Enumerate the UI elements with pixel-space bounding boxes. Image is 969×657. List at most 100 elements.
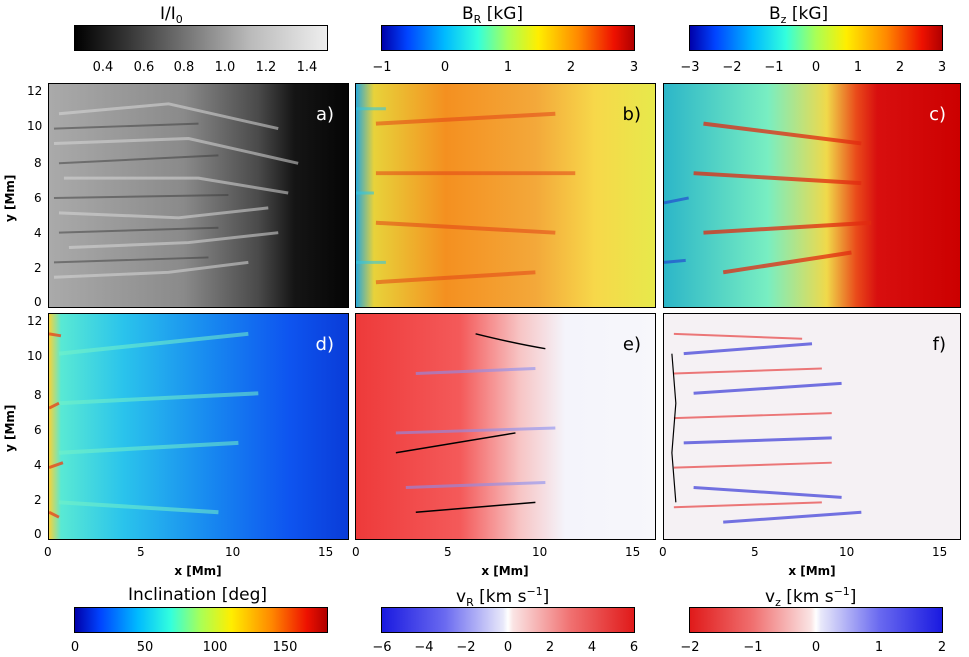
tick-label: 0.6 — [133, 60, 155, 75]
panel-f-vz: f) — [663, 313, 961, 540]
panel-b-br: b) — [355, 83, 656, 308]
panel-e-vr: e) — [355, 313, 656, 540]
panel-b-image — [356, 84, 655, 307]
panel-label: e) — [622, 334, 641, 355]
y-tick-label: 4 — [34, 226, 42, 240]
tick-label: 0 — [811, 640, 821, 655]
panel-e-image — [356, 314, 655, 539]
tick-label: −2 — [722, 60, 742, 75]
x-tick-label: 5 — [444, 545, 452, 559]
colorbar-title-text: v — [765, 587, 776, 607]
colorbar-title-sub: R — [473, 13, 482, 26]
tick-label: 1 — [874, 640, 884, 655]
tick-label: 1 — [853, 60, 863, 75]
x-tick-label: 5 — [751, 545, 759, 559]
colorbar-title-sup: −1 — [833, 585, 850, 598]
tick-label: 150 — [272, 640, 298, 655]
colorbar-title-text: B — [769, 4, 781, 24]
tick-label: −2 — [456, 640, 476, 655]
tick-label: 1.4 — [296, 60, 318, 75]
x-tick-label: 5 — [137, 545, 145, 559]
tick-label: 2 — [895, 60, 905, 75]
x-tick-label: 15 — [318, 545, 334, 559]
panel-d-image — [49, 314, 348, 539]
tick-label: 4 — [587, 640, 597, 655]
colorbar-title: I/I0 — [160, 4, 183, 26]
colorbar-title-unit: [deg] — [221, 585, 268, 605]
colorbar-title: BR [kG] — [462, 4, 523, 26]
tick-label: −1 — [743, 640, 763, 655]
colorbar-title-sup: −1 — [526, 585, 543, 598]
colorbar-title: Inclination [deg] — [128, 585, 267, 605]
tick-label: 3 — [937, 60, 947, 75]
y-tick-label: 10 — [27, 119, 43, 133]
tick-label: 0 — [440, 60, 450, 75]
tick-label: 0.4 — [92, 60, 114, 75]
colorbar-gradient — [74, 25, 328, 51]
tick-label: −1 — [764, 60, 784, 75]
y-axis-title: y [Mm] — [3, 404, 17, 452]
y-tick-label: 8 — [34, 388, 42, 402]
colorbar-gradient — [689, 25, 943, 51]
x-tick-label: 15 — [932, 545, 948, 559]
x-tick-label: 0 — [352, 545, 360, 559]
colorbar-title: Bz [kG] — [769, 4, 828, 26]
tick-label: 0.8 — [173, 60, 195, 75]
y-tick-label: 8 — [34, 156, 42, 170]
colorbar-title-text: v — [456, 587, 467, 607]
y-tick-label: 6 — [34, 423, 42, 437]
x-axis-title: x [Mm] — [174, 564, 222, 578]
x-tick-label: 0 — [659, 545, 667, 559]
colorbar-title-sub: z — [775, 596, 781, 609]
tick-label: 0 — [503, 640, 513, 655]
x-tick-label: 10 — [532, 545, 548, 559]
tick-label: 1.2 — [255, 60, 277, 75]
colorbar-title-text: B — [462, 4, 474, 24]
panel-a-intensity: a) — [48, 83, 349, 308]
colorbar-title: vz [km s−1] — [765, 585, 856, 609]
tick-label: 2 — [937, 640, 947, 655]
tick-label: 2 — [566, 60, 576, 75]
x-tick-label: 0 — [44, 545, 52, 559]
panel-c-image — [664, 84, 960, 307]
y-tick-label: 4 — [34, 458, 42, 472]
tick-label: 1 — [503, 60, 513, 75]
tick-label: 3 — [629, 60, 639, 75]
colorbar-title-close: ] — [849, 587, 857, 607]
y-tick-label: 12 — [27, 314, 43, 328]
tick-label: 6 — [629, 640, 639, 655]
x-axis-title: x [Mm] — [481, 564, 529, 578]
tick-label: −6 — [372, 640, 392, 655]
colorbar-title-unit: [km s — [479, 587, 527, 607]
x-tick-label: 15 — [625, 545, 641, 559]
y-tick-label: 12 — [27, 84, 43, 98]
y-axis-title: y [Mm] — [3, 174, 17, 222]
colorbar-title-sub: R — [466, 596, 474, 609]
y-tick-label: 6 — [34, 191, 42, 205]
panel-c-bz: c) — [663, 83, 961, 308]
y-tick-label: 2 — [34, 261, 42, 275]
panel-label: c) — [929, 104, 946, 125]
colorbar-title-close: ] — [542, 587, 550, 607]
x-tick-label: 10 — [225, 545, 241, 559]
y-tick-label: 2 — [34, 493, 42, 507]
y-tick-label: 10 — [27, 349, 43, 363]
colorbar-title-unit: [km s — [786, 587, 834, 607]
panel-d-inclination: d) — [48, 313, 349, 540]
colorbar-gradient — [381, 25, 635, 51]
tick-label: 0 — [811, 60, 821, 75]
colorbar-title-sub: z — [780, 13, 787, 26]
x-tick-label: 10 — [839, 545, 855, 559]
tick-label: −1 — [372, 60, 392, 75]
panel-label: f) — [932, 334, 946, 355]
tick-label: 50 — [136, 640, 154, 655]
tick-label: 0 — [70, 640, 80, 655]
panel-label: d) — [315, 334, 334, 355]
x-axis-title: x [Mm] — [788, 564, 836, 578]
colorbar-title-text: Inclination — [128, 585, 217, 605]
colorbar-title: vR [km s−1] — [456, 585, 549, 609]
tick-label: −4 — [414, 640, 434, 655]
colorbar-title-text: I/I — [160, 4, 176, 24]
colorbar-gradient — [689, 607, 943, 633]
tick-label: 2 — [545, 640, 555, 655]
